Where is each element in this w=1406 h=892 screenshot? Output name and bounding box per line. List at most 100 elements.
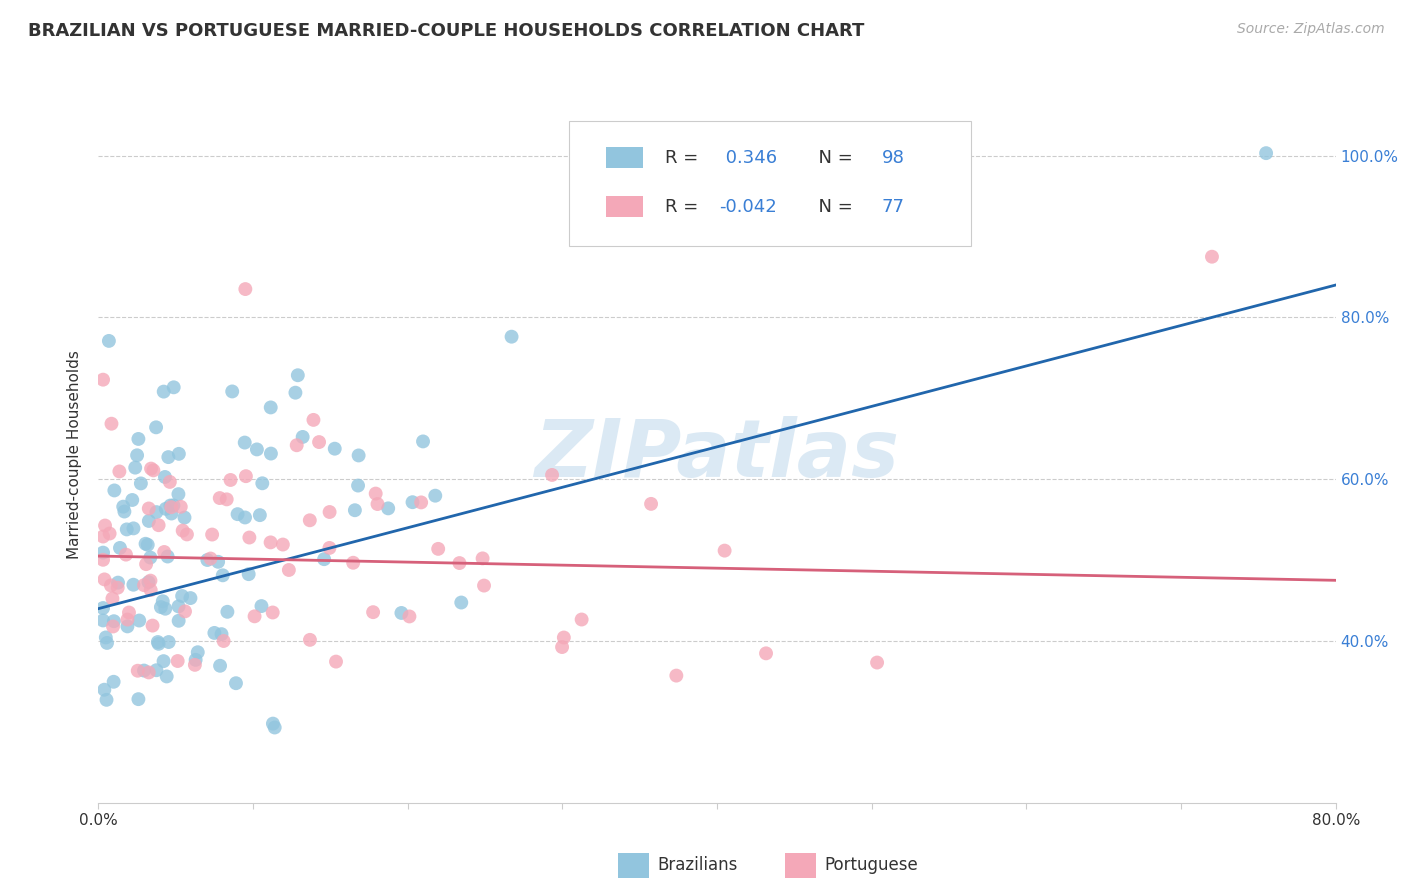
Point	[184, 657, 207, 672]
Point	[93, 573, 115, 587]
Point	[149, 600, 172, 615]
Point	[122, 521, 145, 535]
Point	[713, 543, 735, 558]
FancyBboxPatch shape	[785, 853, 815, 878]
Point	[215, 492, 238, 507]
Point	[128, 614, 150, 628]
Point	[127, 664, 149, 678]
Point	[187, 645, 209, 659]
Point	[553, 631, 575, 645]
Point	[246, 442, 269, 457]
Text: 77: 77	[882, 197, 904, 216]
Point	[176, 527, 198, 541]
Point	[449, 556, 471, 570]
Point	[200, 551, 222, 566]
Text: R =: R =	[665, 149, 704, 167]
Point	[122, 578, 145, 592]
Point	[411, 495, 433, 509]
Point	[100, 578, 122, 592]
Point	[101, 591, 124, 606]
Point	[571, 613, 593, 627]
FancyBboxPatch shape	[619, 853, 650, 878]
Point	[298, 513, 321, 527]
Point	[156, 549, 179, 564]
Point	[167, 447, 190, 461]
Text: Brazilians: Brazilians	[658, 856, 738, 874]
Point	[129, 476, 152, 491]
Point	[108, 541, 131, 555]
Point	[285, 438, 308, 452]
Point	[271, 537, 294, 551]
Point	[107, 581, 129, 595]
Point	[112, 500, 135, 514]
Point	[155, 501, 177, 516]
Point	[179, 591, 201, 605]
Point	[184, 653, 207, 667]
Point	[153, 545, 176, 559]
Point	[665, 668, 688, 682]
Point	[471, 551, 494, 566]
Point	[250, 599, 273, 613]
Point	[101, 619, 124, 633]
Point	[117, 613, 139, 627]
Point	[127, 692, 149, 706]
Point	[263, 721, 285, 735]
Point	[160, 507, 183, 521]
Point	[347, 449, 370, 463]
FancyBboxPatch shape	[606, 147, 643, 169]
Point	[291, 430, 314, 444]
Point	[211, 627, 233, 641]
Point	[472, 578, 495, 592]
Point	[202, 626, 225, 640]
Text: N =: N =	[807, 149, 859, 167]
Point	[318, 541, 340, 555]
Point	[94, 518, 117, 533]
Text: 98: 98	[882, 149, 904, 167]
Point	[401, 495, 423, 509]
Point	[167, 614, 190, 628]
Point	[148, 637, 170, 651]
Point	[298, 632, 321, 647]
Point	[262, 606, 284, 620]
Point	[108, 465, 131, 479]
Point	[391, 606, 413, 620]
Point	[157, 450, 180, 464]
Text: Portuguese: Portuguese	[825, 856, 918, 874]
Point	[166, 654, 188, 668]
Point	[314, 552, 336, 566]
Point	[235, 282, 257, 296]
Point	[201, 527, 224, 541]
Point	[145, 420, 167, 434]
Point	[252, 476, 274, 491]
Point	[318, 505, 340, 519]
Point	[209, 658, 232, 673]
Point	[115, 548, 138, 562]
Point	[138, 575, 160, 590]
Point	[212, 634, 235, 648]
Point	[142, 618, 165, 632]
Point	[159, 499, 181, 513]
Point	[96, 693, 118, 707]
Text: BRAZILIAN VS PORTUGUESE MARRIED-COUPLE HOUSEHOLDS CORRELATION CHART: BRAZILIAN VS PORTUGUESE MARRIED-COUPLE H…	[28, 22, 865, 40]
Point	[139, 582, 162, 597]
Point	[238, 531, 260, 545]
Point	[398, 609, 420, 624]
Point	[162, 499, 184, 513]
Point	[287, 368, 309, 383]
Point	[277, 563, 299, 577]
Point	[100, 417, 122, 431]
Text: -0.042: -0.042	[720, 197, 778, 216]
Point	[91, 530, 114, 544]
Point	[98, 526, 121, 541]
Point	[103, 483, 125, 498]
Point	[139, 574, 162, 588]
Point	[249, 508, 271, 523]
Point	[207, 555, 229, 569]
Point	[139, 461, 162, 475]
Point	[235, 469, 257, 483]
Text: ZIPatlas: ZIPatlas	[534, 416, 900, 494]
Point	[541, 467, 564, 482]
Point	[259, 535, 281, 549]
Point	[377, 501, 399, 516]
Point	[170, 500, 193, 514]
